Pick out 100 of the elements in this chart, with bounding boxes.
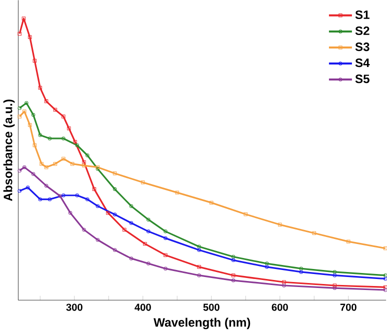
- point: [75, 144, 80, 148]
- point: [31, 113, 36, 117]
- point: [86, 198, 90, 202]
- point: [332, 284, 337, 288]
- point: [22, 166, 26, 170]
- point: [68, 211, 72, 215]
- y-axis-title: Absorbance (a.u.): [3, 100, 15, 202]
- point: [384, 246, 387, 250]
- x-tick-label: 600: [272, 304, 288, 312]
- point: [62, 157, 66, 161]
- point: [62, 136, 66, 141]
- point: [73, 140, 77, 144]
- point: [28, 35, 32, 40]
- point: [164, 236, 168, 240]
- point: [58, 194, 62, 198]
- point: [282, 284, 286, 288]
- point: [32, 144, 37, 148]
- point: [141, 180, 145, 185]
- point: [129, 204, 134, 208]
- point: [312, 231, 316, 236]
- point: [164, 253, 168, 258]
- point: [278, 223, 282, 227]
- point: [62, 194, 66, 198]
- point: [265, 265, 269, 270]
- point: [384, 274, 387, 278]
- legend-label: S2: [355, 26, 370, 36]
- point: [70, 162, 74, 166]
- point: [332, 286, 337, 290]
- point: [53, 162, 58, 166]
- point: [175, 190, 180, 195]
- point: [282, 280, 286, 284]
- point: [96, 204, 100, 208]
- point: [299, 266, 304, 271]
- point: [231, 258, 236, 262]
- point: [38, 133, 42, 138]
- point: [112, 248, 117, 252]
- point: [146, 262, 150, 266]
- point: [18, 189, 22, 193]
- point: [82, 160, 86, 164]
- point: [164, 266, 168, 271]
- point: [28, 123, 32, 128]
- point: [82, 228, 86, 232]
- point: [197, 244, 201, 249]
- point: [265, 262, 269, 266]
- legend-label: S3: [355, 42, 370, 52]
- point: [82, 164, 86, 168]
- point: [197, 248, 201, 252]
- legend-label: S1: [355, 10, 370, 20]
- point: [31, 172, 36, 176]
- point: [299, 270, 304, 274]
- point: [346, 240, 350, 244]
- point: [210, 201, 214, 205]
- point: [197, 274, 201, 278]
- point: [48, 136, 52, 141]
- point: [112, 212, 117, 217]
- point: [231, 274, 236, 278]
- point: [106, 211, 110, 215]
- x-axis-title: Wavelength (nm): [154, 318, 250, 330]
- point: [18, 168, 22, 173]
- x-tick-label: 400: [134, 304, 151, 312]
- point: [38, 198, 42, 202]
- point: [67, 126, 71, 130]
- point: [129, 221, 134, 226]
- point: [92, 188, 96, 192]
- point: [384, 288, 387, 292]
- point: [96, 238, 100, 242]
- point: [75, 194, 80, 198]
- point: [112, 188, 117, 192]
- point: [53, 108, 58, 112]
- point: [48, 198, 52, 202]
- point: [146, 230, 150, 234]
- point: [44, 184, 48, 188]
- point: [231, 255, 236, 259]
- point: [22, 110, 26, 114]
- point: [129, 256, 134, 261]
- point: [18, 106, 22, 110]
- point: [112, 172, 117, 176]
- point: [24, 101, 28, 106]
- legend-label: S4: [355, 58, 370, 68]
- point: [146, 218, 150, 222]
- x-tick-label: 500: [203, 304, 220, 312]
- point: [86, 154, 90, 158]
- point: [62, 114, 66, 119]
- point: [332, 274, 337, 278]
- point: [231, 278, 236, 283]
- point: [18, 114, 22, 119]
- point: [26, 186, 30, 190]
- point: [22, 16, 26, 21]
- point: [122, 228, 126, 232]
- x-tick-label: 300: [66, 304, 82, 312]
- point: [197, 265, 201, 270]
- point: [332, 270, 337, 274]
- point: [244, 212, 248, 216]
- point: [40, 162, 44, 166]
- point: [164, 230, 168, 234]
- point: [44, 100, 48, 104]
- point: [143, 242, 147, 246]
- point: [44, 166, 48, 170]
- point: [18, 32, 22, 36]
- legend-label: S5: [355, 74, 370, 84]
